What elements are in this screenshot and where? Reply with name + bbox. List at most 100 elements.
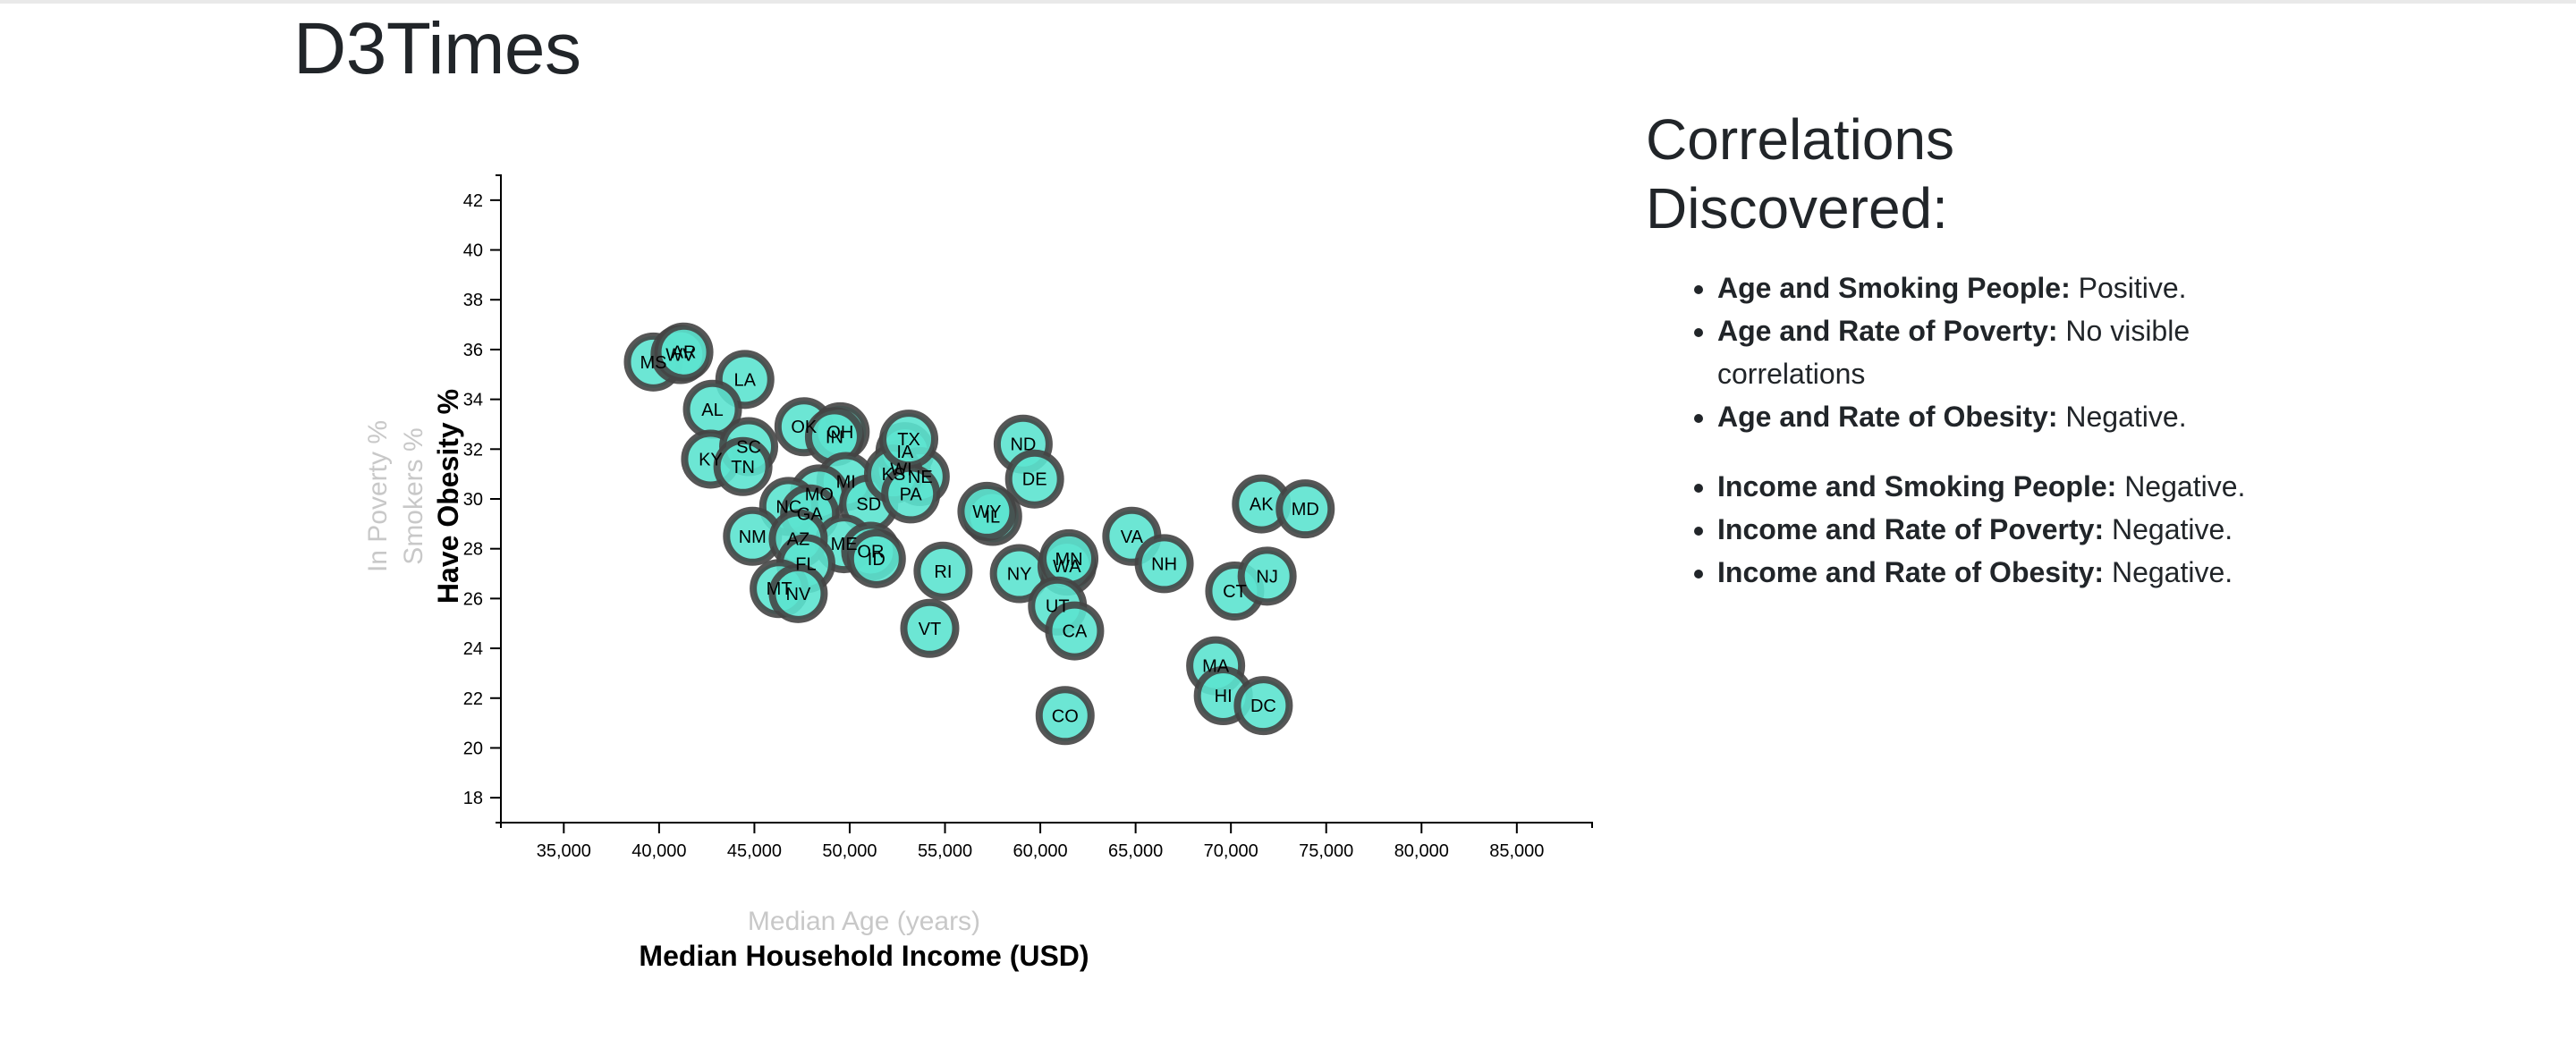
- point-label-wi: WI: [890, 460, 911, 480]
- point-label-dc: DC: [1250, 697, 1276, 716]
- y-tick-label: 24: [463, 639, 483, 659]
- point-label-ct: CT: [1223, 582, 1247, 602]
- data-point-vt[interactable]: [900, 598, 960, 658]
- point-label-me: ME: [831, 535, 858, 554]
- point-label-or: OR: [857, 542, 884, 562]
- correlation-value: Positive.: [2078, 271, 2187, 304]
- age-correlations-list: Age and Smoking People: Positive. Age an…: [1646, 266, 2326, 438]
- data-point-wy[interactable]: [957, 481, 1017, 541]
- point-label-al: AL: [701, 401, 723, 420]
- correlations-panel: Correlations Discovered: Age and Smoking…: [1646, 106, 2326, 594]
- data-point-co[interactable]: [1035, 686, 1095, 746]
- y-tick-label: 40: [463, 241, 483, 261]
- point-label-sc: SC: [736, 438, 761, 458]
- y-tick-label: 20: [463, 739, 483, 758]
- list-item: Age and Rate of Poverty: No visible corr…: [1717, 309, 2326, 395]
- point-label-nh: NH: [1151, 554, 1177, 574]
- point-label-ut: UT: [1046, 597, 1070, 617]
- point-label-in: IN: [826, 427, 843, 447]
- point-label-ar: AR: [672, 343, 697, 363]
- data-point-md[interactable]: [1275, 479, 1335, 539]
- x-axis-line: [500, 822, 1593, 828]
- data-point-dc[interactable]: [1233, 676, 1293, 736]
- list-item: Age and Smoking People: Positive.: [1717, 266, 2326, 309]
- x-tick-label: 35,000: [537, 841, 591, 861]
- data-point-tn[interactable]: [713, 436, 773, 496]
- correlation-value: Negative.: [2111, 555, 2233, 588]
- point-label-vt: VT: [919, 620, 942, 639]
- point-label-oh: OH: [826, 423, 853, 443]
- point-label-va: VA: [1121, 528, 1144, 547]
- y-tick-label: 22: [463, 689, 483, 709]
- point-label-hi: HI: [1215, 687, 1233, 706]
- data-point-nj[interactable]: [1237, 546, 1297, 606]
- point-label-nj: NJ: [1256, 567, 1277, 587]
- point-label-de: DE: [1022, 470, 1047, 490]
- x-axis-label-inactive[interactable]: Median Age (years): [748, 907, 980, 936]
- y-tick-label: 34: [463, 391, 483, 410]
- x-axis-label-active[interactable]: Median Household Income (USD): [639, 940, 1089, 972]
- point-label-ks: KS: [882, 465, 906, 485]
- point-label-co: CO: [1052, 706, 1079, 726]
- data-point-nh[interactable]: [1134, 534, 1194, 594]
- point-label-tn: TN: [731, 458, 755, 477]
- list-item: Age and Rate of Obesity: Negative.: [1717, 395, 2326, 438]
- list-item: Income and Rate of Poverty: Negative.: [1717, 508, 2326, 551]
- chart-axis-labels: Median Age (years) Median Household Incom…: [363, 389, 1089, 972]
- point-label-az: AZ: [787, 530, 810, 550]
- x-tick-label: 60,000: [1013, 841, 1067, 861]
- y-tick-label: 42: [463, 191, 483, 211]
- x-tick-label: 80,000: [1394, 841, 1449, 861]
- point-label-ms: MS: [640, 353, 666, 373]
- correlation-label: Age and Rate of Poverty:: [1717, 314, 2058, 347]
- x-tick-label: 55,000: [918, 841, 972, 861]
- point-label-id: ID: [868, 550, 886, 570]
- x-tick-label: 75,000: [1299, 841, 1353, 861]
- chart-axes: 35,000 40,000 45,000 50,000 55,000 60,000 65,0…: [463, 174, 1593, 861]
- y-axis-label-inactive[interactable]: Smokers %: [399, 427, 428, 564]
- data-point-id[interactable]: [846, 528, 906, 588]
- correlation-value: Negative.: [2111, 512, 2233, 545]
- list-item: Income and Rate of Obesity: Negative.: [1717, 551, 2326, 594]
- correlation-label: Income and Smoking People:: [1717, 469, 2117, 503]
- y-tick-label: 26: [463, 589, 483, 609]
- y-tick-label: 18: [463, 789, 483, 808]
- correlation-label: Age and Rate of Obesity:: [1717, 400, 2058, 433]
- point-label-la: LA: [734, 370, 757, 390]
- y-tick-label: 36: [463, 341, 483, 360]
- point-label-fl: FL: [795, 554, 816, 574]
- income-correlations-list: Income and Smoking People: Negative. Inc…: [1646, 465, 2326, 594]
- point-label-ky: KY: [699, 450, 723, 469]
- x-tick-label: 50,000: [822, 841, 877, 861]
- data-point-ri[interactable]: [913, 541, 973, 601]
- point-label-pa: PA: [900, 485, 923, 504]
- scatter-chart: 35,000 40,000 45,000 50,000 55,000 60,000 65,0…: [363, 174, 1593, 972]
- correlation-label: Age and Smoking People:: [1717, 271, 2071, 304]
- y-tick-label: 32: [463, 440, 483, 460]
- correlation-value: Negative.: [2124, 469, 2246, 503]
- point-label-mo: MO: [805, 485, 834, 504]
- x-tick-label: 40,000: [631, 841, 686, 861]
- y-tick-label: 30: [463, 490, 483, 510]
- y-axis-label-active[interactable]: Have Obesity %: [432, 389, 464, 604]
- data-point-ar[interactable]: [654, 322, 714, 382]
- correlation-label: Income and Rate of Obesity:: [1717, 555, 2105, 588]
- y-tick-label: 28: [463, 540, 483, 560]
- point-label-ne: NE: [908, 468, 933, 487]
- point-label-mi: MI: [836, 473, 856, 493]
- point-label-ca: CA: [1063, 622, 1088, 642]
- y-axis-label-inactive[interactable]: In Poverty %: [363, 420, 393, 572]
- point-label-wa: WA: [1053, 557, 1081, 577]
- x-tick-label: 45,000: [727, 841, 782, 861]
- point-label-ak: AK: [1250, 495, 1274, 515]
- point-label-mt: MT: [767, 579, 792, 599]
- data-point-nv[interactable]: [768, 563, 828, 623]
- data-point-ca[interactable]: [1045, 601, 1105, 661]
- x-tick-label: 70,000: [1204, 841, 1258, 861]
- point-label-tx: TX: [897, 430, 920, 450]
- data-point-tx[interactable]: [879, 410, 939, 469]
- point-label-ri: RI: [934, 562, 952, 582]
- data-point-de[interactable]: [1004, 449, 1064, 509]
- point-label-sd: SD: [856, 495, 881, 515]
